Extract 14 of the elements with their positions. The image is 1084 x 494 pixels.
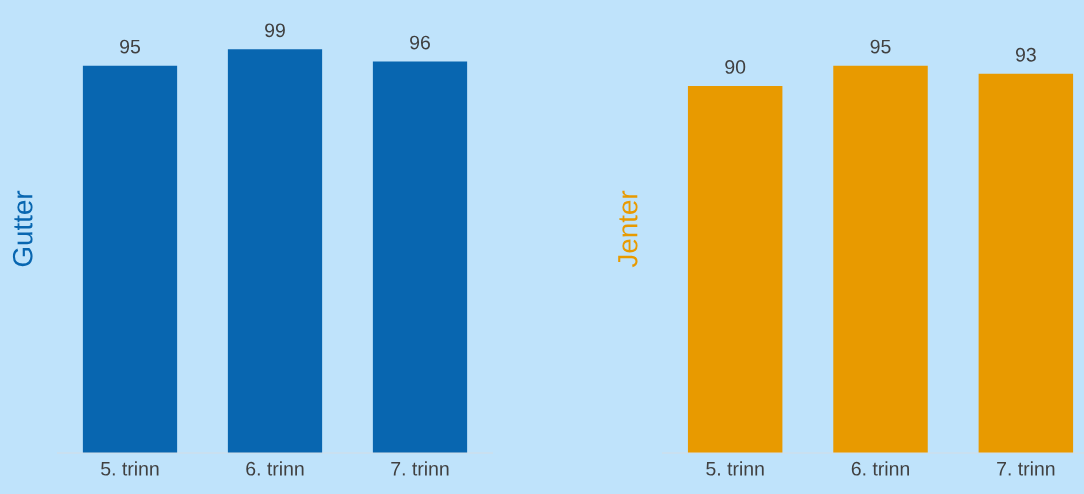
x-tick-label: 6. trinn [851,461,909,476]
x-tick-label: 7. trinn [391,461,449,476]
y-axis-title: Jenter [618,190,638,268]
x-tick-label: 6. trinn [246,461,304,476]
data-label: 93 [1015,47,1036,62]
data-label: 96 [410,35,430,50]
x-tick-label: 7. trinn [997,461,1055,476]
data-label: 95 [120,39,140,54]
data-label: 95 [870,39,891,54]
data-label: 90 [725,60,746,74]
x-tick-label: 5. trinn [706,461,764,476]
x-tick-label: 5. trinn [101,461,159,476]
y-axis-title: Gutter [12,190,33,267]
data-label: 99 [265,23,285,38]
